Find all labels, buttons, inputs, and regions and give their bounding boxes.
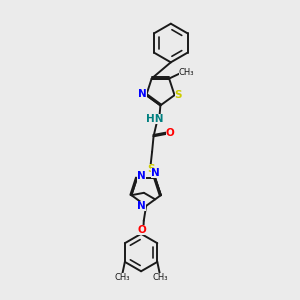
Text: S: S bbox=[147, 164, 154, 174]
Text: N: N bbox=[138, 89, 147, 99]
Text: CH₃: CH₃ bbox=[152, 273, 168, 282]
Text: N: N bbox=[151, 168, 160, 178]
Text: CH₃: CH₃ bbox=[178, 68, 194, 77]
Text: O: O bbox=[137, 225, 146, 235]
Text: O: O bbox=[166, 128, 174, 138]
Text: CH₃: CH₃ bbox=[114, 273, 130, 282]
Text: N: N bbox=[137, 201, 146, 211]
Text: S: S bbox=[175, 90, 182, 100]
Text: N: N bbox=[137, 171, 146, 182]
Text: HN: HN bbox=[146, 114, 164, 124]
